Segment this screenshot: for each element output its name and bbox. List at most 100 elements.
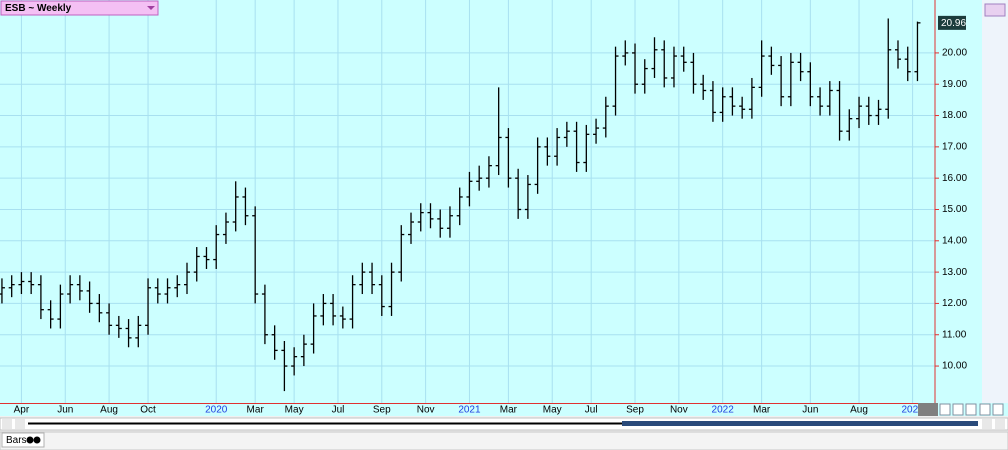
x-tick-label: Mar: [753, 405, 771, 416]
x-tick-label: Mar: [500, 405, 518, 416]
zoom-button[interactable]: [939, 403, 951, 416]
zoom-button[interactable]: [979, 403, 991, 416]
scroll-thumb[interactable]: [622, 421, 978, 426]
ohlc-bar: [593, 118, 600, 144]
ohlc-bar: [398, 225, 405, 282]
ohlc-bar: [0, 278, 5, 304]
ohlc-bar: [515, 168, 522, 219]
ohlc-bar: [145, 278, 152, 335]
ohlc-bar: [408, 212, 415, 244]
ohlc-bar: [203, 247, 210, 269]
x-tick-label: 2023: [901, 405, 924, 416]
ohlc-bar: [846, 109, 853, 141]
ohlc-bar: [369, 262, 376, 295]
ohlc-bar: [446, 206, 453, 238]
ohlc-bar: [232, 181, 239, 232]
ohlc-bar: [651, 37, 658, 78]
ohlc-bar: [632, 43, 639, 94]
ohlc-bar: [817, 87, 824, 116]
tab-icon: [26, 436, 34, 444]
ohlc-bar: [281, 341, 288, 392]
ohlc-bar: [154, 278, 161, 304]
ohlc-bar: [96, 294, 103, 323]
x-tick-label: Jul: [332, 405, 345, 416]
ohlc-bar: [524, 175, 531, 219]
scroll-left[interactable]: [15, 419, 25, 429]
ohlc-bar: [534, 137, 541, 194]
ohlc-bar: [106, 303, 113, 335]
ohlc-bar: [914, 21, 921, 82]
ohlc-bar: [885, 18, 892, 119]
y-tick-label: 10.00: [942, 361, 967, 372]
side-icon[interactable]: [984, 3, 1006, 17]
ohlc-bar: [300, 334, 307, 367]
dropdown-arrow[interactable]: [147, 6, 155, 10]
x-tick-label: 2020: [205, 405, 228, 416]
x-tick-label: May: [285, 405, 304, 416]
ohlc-bar: [115, 315, 122, 338]
ohlc-bar: [37, 275, 44, 320]
x-tick-label: 2022: [712, 405, 735, 416]
ohlc-bar: [164, 278, 171, 304]
ohlc-bar: [787, 52, 794, 107]
ohlc-bar: [670, 46, 677, 88]
zoom-button[interactable]: [965, 403, 977, 416]
zoom-button[interactable]: [992, 403, 1004, 416]
ohlc-bar: [193, 247, 200, 282]
ohlc-bar: [427, 203, 434, 229]
ohlc-bar: [554, 128, 561, 166]
side-panel: [982, 0, 1008, 403]
ohlc-bar: [456, 187, 463, 226]
x-tick-label: 2021: [458, 405, 481, 416]
ohlc-bar: [184, 262, 190, 295]
ohlc-bar: [174, 275, 181, 298]
ohlc-bar: [612, 46, 619, 116]
tab[interactable]: [1, 432, 45, 448]
ohlc-bar: [47, 300, 54, 329]
title-box[interactable]: [0, 0, 159, 16]
ohlc-bar: [641, 59, 648, 94]
scroll-start[interactable]: [2, 419, 12, 429]
ohlc-bar: [476, 165, 483, 191]
ohlc-bar: [856, 96, 863, 129]
x-tick-label: Jun: [57, 405, 73, 416]
tab-label: Bars: [6, 435, 27, 446]
ohlc-bar: [544, 137, 551, 166]
scroll-right[interactable]: [982, 419, 992, 429]
ohlc-bar: [661, 40, 668, 88]
ohlc-bar: [242, 187, 249, 226]
ohlc-bar: [709, 81, 716, 122]
ohlc-bar: [8, 275, 15, 298]
ohlc-bar: [739, 96, 746, 119]
y-tick-label: 13.00: [942, 267, 967, 278]
ohlc-bar: [836, 81, 843, 141]
chart-title: ESB ~ Weekly: [5, 3, 72, 14]
ohlc-bar: [865, 96, 872, 125]
ohlc-bar: [826, 81, 833, 116]
ohlc-bar: [213, 225, 220, 269]
scroll-end[interactable]: [995, 419, 1005, 429]
ohlc-bar: [680, 46, 687, 72]
y-tick-label: 16.00: [942, 173, 967, 184]
y-tick-label: 12.00: [942, 298, 967, 309]
zoom-button[interactable]: [952, 403, 964, 416]
x-tick-label: Sep: [626, 405, 644, 416]
y-tick-label: 19.00: [942, 79, 967, 90]
x-tick-label: Aug: [100, 405, 118, 416]
ohlc-bar: [378, 275, 385, 316]
ohlc-bar: [252, 206, 259, 304]
y-tick-label: 14.00: [942, 235, 967, 246]
ohlc-bar: [310, 303, 317, 354]
ohlc-bar: [291, 347, 298, 376]
plot-background: [0, 0, 1008, 416]
x-tick-label: Jul: [585, 405, 598, 416]
ohlc-bar: [622, 40, 629, 66]
ohlc-bar: [28, 272, 35, 295]
ohlc-bar: [807, 62, 814, 107]
y-tick-label: 17.00: [942, 141, 967, 152]
tab-icon: [33, 436, 41, 444]
ohlc-bar: [748, 77, 755, 119]
ohlc-bar: [67, 275, 74, 304]
ohlc-bar: [904, 46, 911, 82]
x-tick-label: Nov: [670, 405, 688, 416]
